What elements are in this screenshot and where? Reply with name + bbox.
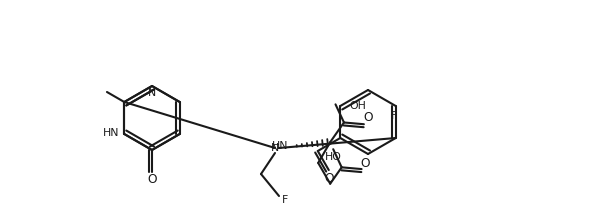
- Text: HN: HN: [103, 128, 119, 138]
- Text: O: O: [360, 157, 371, 170]
- Text: N: N: [148, 88, 156, 98]
- Text: OH: OH: [349, 101, 366, 111]
- Text: F: F: [391, 111, 397, 121]
- Text: HO: HO: [324, 152, 342, 162]
- Text: F: F: [282, 195, 288, 205]
- Text: O: O: [147, 172, 157, 185]
- Text: O: O: [324, 172, 333, 185]
- Text: N: N: [271, 143, 279, 153]
- Text: O: O: [363, 111, 373, 124]
- Text: HN: HN: [272, 141, 288, 151]
